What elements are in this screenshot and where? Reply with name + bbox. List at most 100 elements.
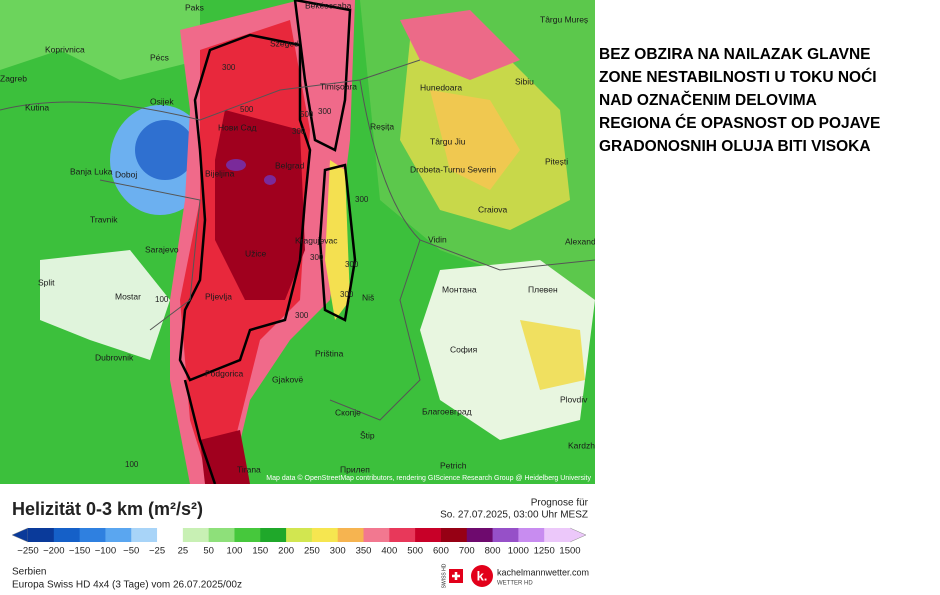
colorbar-label: 600 xyxy=(433,546,449,557)
terrain-area xyxy=(40,250,170,360)
city-label: Belgrad xyxy=(275,160,305,170)
colorbar-segment xyxy=(363,528,390,542)
terrain-area xyxy=(215,110,305,300)
city-label: Timișoara xyxy=(320,81,357,91)
terrain-area xyxy=(226,159,246,171)
city-label: Hunedoara xyxy=(420,82,462,92)
city-label: Благоевград xyxy=(422,406,472,416)
contour-label: 500 xyxy=(300,110,314,119)
annotation-line: NAD OZNAČENIM DELOVIMA xyxy=(599,92,817,109)
terrain-area xyxy=(430,90,520,190)
city-label: Bijeljina xyxy=(205,168,235,178)
contour-label: 500 xyxy=(240,105,254,114)
colorbar-label: −50 xyxy=(123,546,139,557)
city-label: Târgu Jiu xyxy=(430,136,466,146)
terrain-area xyxy=(325,160,350,320)
city-label: Štip xyxy=(360,430,375,440)
contour-label: 100 xyxy=(155,295,169,304)
colorbar-label: 800 xyxy=(485,546,501,557)
colorbar-label: 400 xyxy=(381,546,397,557)
city-label: Osijek xyxy=(150,96,174,106)
city-label: Paks xyxy=(185,2,204,12)
colorbar-label: 500 xyxy=(407,546,423,557)
colorbar-segment xyxy=(492,528,519,542)
city-label: Плевен xyxy=(528,284,558,294)
annotation-line: BEZ OBZIRA NA NAILAZAK GLAVNE xyxy=(599,46,871,63)
forecast-label: Prognose für xyxy=(531,498,589,509)
colorbar-segment xyxy=(544,528,571,542)
city-label: София xyxy=(450,344,478,354)
colorbar-label: 200 xyxy=(278,546,294,557)
terrain-area xyxy=(0,0,200,80)
city-label: Niš xyxy=(362,292,374,302)
logo-name: kachelmannwetter.com xyxy=(497,567,589,577)
logo-letter: k. xyxy=(477,568,488,583)
colorbar-label: 250 xyxy=(304,546,320,557)
colorbar-segment xyxy=(415,528,442,542)
colorbar-segment xyxy=(131,528,158,542)
colorbar-segment xyxy=(157,528,184,542)
colorbar-label: 700 xyxy=(459,546,475,557)
city-label: Priština xyxy=(315,348,344,358)
colorbar-arrow xyxy=(11,527,29,543)
terrain-area xyxy=(420,260,595,440)
city-label: Petrich xyxy=(440,460,467,470)
footer-model: Europa Swiss HD 4x4 (3 Tage) vom 26.07.2… xyxy=(12,580,242,591)
swiss-cross xyxy=(452,572,460,580)
city-label: Târgu Mureș xyxy=(540,14,588,24)
city-label: Kutina xyxy=(25,102,49,112)
city-label: Pljevlja xyxy=(205,291,232,301)
colorbar-label: −150 xyxy=(69,546,90,557)
colorbar-segment xyxy=(337,528,365,542)
city-label: Alexandria xyxy=(565,236,595,246)
city-label: Скопје xyxy=(335,407,361,417)
colorbar-label: −100 xyxy=(95,546,116,557)
city-label: Travnik xyxy=(90,214,118,224)
city-label: Tirana xyxy=(237,464,261,474)
annotation-line: GRADONOSNIH OLUJA BITI VISOKA xyxy=(599,138,871,155)
city-label: Kardzhali xyxy=(568,440,595,450)
city-label: Koprivnica xyxy=(45,44,85,54)
forecast-time: So. 27.07.2025, 03:00 Uhr MESZ xyxy=(440,510,588,521)
city-label: Zagreb xyxy=(0,73,27,83)
city-label: Kragujevac xyxy=(295,235,338,245)
city-label: Drobeta-Turnu Severin xyxy=(410,164,496,174)
terrain-area xyxy=(400,10,520,80)
colorbar-label: 100 xyxy=(227,546,243,557)
attribution: Map data © OpenStreetMap contributors, r… xyxy=(266,474,591,482)
colorbar-segment xyxy=(518,528,545,542)
contour-label: 300 xyxy=(318,107,332,116)
colorbar-segment xyxy=(105,528,132,542)
colorbar-arrow xyxy=(569,527,587,543)
city-label: Прилеп xyxy=(340,464,370,474)
city-label: Монтана xyxy=(442,284,477,294)
colorbar-segment xyxy=(208,528,235,542)
city-label: Sibiu xyxy=(515,76,534,86)
city-label: Plovdiv xyxy=(560,394,588,404)
city-label: Vidin xyxy=(428,234,447,244)
city-label: Užice xyxy=(245,248,267,258)
contour-label: 300 xyxy=(292,127,306,136)
colorbar-label: 1000 xyxy=(508,546,529,557)
colorbar-segment xyxy=(28,528,55,542)
city-label: Gjakovë xyxy=(272,374,303,384)
colorbar-segment xyxy=(234,528,261,542)
colorbar-segment xyxy=(53,528,81,542)
colorbar-label: 1250 xyxy=(534,546,555,557)
city-label: Pitești xyxy=(545,156,568,166)
colorbar-segment xyxy=(286,528,313,542)
contour-label: 300 xyxy=(222,63,236,72)
colorbar-label: −200 xyxy=(43,546,64,557)
colorbar-label: 1500 xyxy=(559,546,580,557)
contour-label: 300 xyxy=(310,253,324,262)
colorbar-label: 350 xyxy=(356,546,372,557)
city-label: Szeged xyxy=(270,38,299,48)
colorbar-label: −250 xyxy=(17,546,38,557)
city-label: Dubrovnik xyxy=(95,352,134,362)
colorbar-label: 300 xyxy=(330,546,346,557)
contour-label: 300 xyxy=(355,195,369,204)
terrain-area xyxy=(200,430,250,484)
colorbar-segment xyxy=(79,528,106,542)
logo-icon xyxy=(471,565,493,587)
annotation-line: ZONE NESTABILNOSTI U TOKU NOĆI xyxy=(599,69,877,86)
